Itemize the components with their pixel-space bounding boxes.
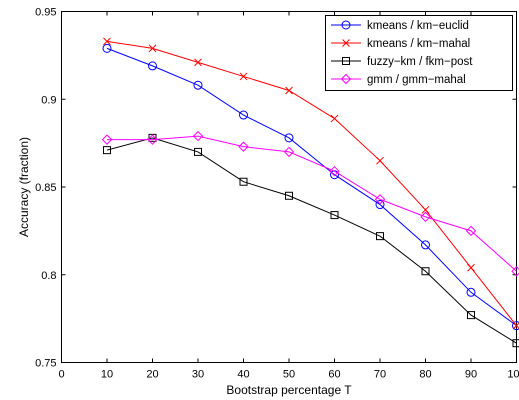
data-point <box>421 267 430 276</box>
data-point <box>284 133 294 143</box>
data-point <box>330 211 339 220</box>
x-tick-label: 80 <box>419 369 431 381</box>
data-point <box>465 225 477 237</box>
marker-stroke <box>285 86 293 95</box>
legend-box <box>325 15 513 91</box>
x-tick-label: 100 <box>507 369 519 381</box>
y-tick-label: 0.9 <box>41 94 56 106</box>
legend-entry: fuzzy−km / fkm−post <box>331 56 473 68</box>
data-point <box>329 165 340 177</box>
legend-label: gmm / gmm−mahal <box>367 74 466 86</box>
data-point <box>511 266 519 277</box>
data-point <box>194 147 202 156</box>
data-point <box>341 20 351 30</box>
marker-stroke <box>103 37 111 46</box>
marker-stroke <box>342 39 350 47</box>
series-0 <box>102 43 519 331</box>
marker-stroke <box>330 114 339 123</box>
data-point <box>421 240 430 250</box>
marker-stroke <box>467 263 475 272</box>
y-tick-label: 0.8 <box>41 270 56 282</box>
data-point <box>420 211 431 223</box>
series-line <box>107 135 517 272</box>
legend-entry: gmm / gmm−mahal <box>331 73 466 86</box>
data-point <box>238 141 249 152</box>
data-point <box>148 133 157 142</box>
data-point <box>467 311 475 320</box>
data-point <box>512 339 519 348</box>
data-point <box>342 57 350 65</box>
series-1 <box>103 37 519 330</box>
x-tick-label: 40 <box>237 369 249 381</box>
y-tick-label: 0.85 <box>35 182 56 194</box>
series-line <box>106 40 517 326</box>
data-point <box>101 134 113 145</box>
data-point <box>342 39 350 47</box>
series-layer <box>101 37 519 348</box>
data-point <box>148 44 157 53</box>
data-point <box>147 134 158 145</box>
series-line <box>106 137 517 344</box>
data-point <box>285 86 293 95</box>
series-2 <box>103 133 519 348</box>
data-point <box>340 73 352 85</box>
data-point <box>330 114 339 123</box>
data-point <box>103 37 111 46</box>
series-3 <box>101 130 519 277</box>
marker-stroke <box>239 72 248 81</box>
data-point <box>375 200 385 210</box>
data-point <box>103 146 111 155</box>
x-tick-label: 70 <box>374 369 386 381</box>
series-line <box>106 47 517 327</box>
legend-label: kmeans / km−euclid <box>367 20 469 32</box>
data-point <box>239 72 248 81</box>
legend-label: fuzzy−km / fkm−post <box>367 56 473 68</box>
x-tick-label: 30 <box>192 369 204 381</box>
x-axis-label: Bootstrap percentage T <box>226 383 352 397</box>
data-point <box>376 156 384 165</box>
data-point <box>374 194 386 205</box>
data-point <box>467 263 475 272</box>
legend: kmeans / km−euclid kmeans / km−mahal fuzzy… <box>325 15 513 91</box>
legend-entry: kmeans / km−euclid <box>331 20 469 32</box>
x-tick-label: 50 <box>283 369 295 381</box>
marker-stroke <box>421 205 430 214</box>
data-point <box>421 205 430 214</box>
data-point <box>148 61 157 71</box>
data-point <box>193 80 203 90</box>
x-tick-label: 0 <box>58 369 64 381</box>
x-tick-label: 20 <box>146 369 158 381</box>
data-point <box>376 232 384 241</box>
y-tick-label: 0.75 <box>35 358 56 370</box>
data-point <box>102 43 112 53</box>
y-axis-label: Accuracy (fraction) <box>17 137 31 237</box>
legend-entry: kmeans / km−mahal <box>331 38 470 50</box>
data-point <box>466 287 476 297</box>
x-tick-label: 60 <box>328 369 340 381</box>
axis-ticks: 0 10 20 30 40 50 60 70 80 90 100 0.75 0.8 0.85 0.9 0.95 <box>35 7 519 381</box>
data-point <box>283 146 295 158</box>
x-tick-label: 10 <box>101 369 113 381</box>
x-tick-label: 90 <box>465 369 477 381</box>
legend-label: kmeans / km−mahal <box>367 38 470 50</box>
data-point <box>512 321 519 331</box>
marker-stroke <box>376 156 384 165</box>
y-tick-label: 0.95 <box>35 7 56 19</box>
data-point <box>285 191 293 200</box>
data-point <box>194 58 202 67</box>
data-point <box>239 177 248 186</box>
data-point <box>192 130 204 142</box>
data-point <box>239 110 248 120</box>
marker-stroke <box>148 44 157 53</box>
marker-stroke <box>194 58 202 67</box>
